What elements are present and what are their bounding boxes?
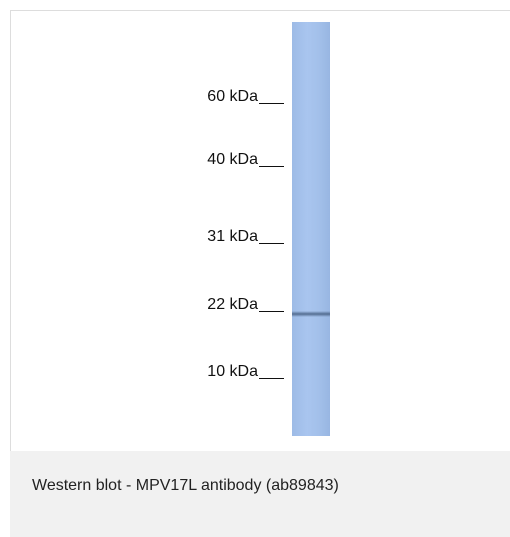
marker-tick (259, 311, 284, 312)
marker-label: 10 kDa (207, 363, 258, 381)
caption: Western blot - MPV17L antibody (ab89843) (32, 477, 339, 495)
marker-tick (259, 103, 284, 104)
marker-tick (259, 243, 284, 244)
blot-band (292, 311, 330, 317)
image-frame (10, 10, 510, 451)
blot-lane (292, 22, 330, 436)
marker-label: 60 kDa (207, 88, 258, 106)
marker-label: 22 kDa (207, 296, 258, 314)
caption-box: Western blot - MPV17L antibody (ab89843) (10, 451, 510, 537)
marker-label: 31 kDa (207, 228, 258, 246)
marker-tick (259, 378, 284, 379)
page: 60 kDa 40 kDa 31 kDa 22 kDa 10 kDa Weste… (0, 0, 510, 537)
marker-label: 40 kDa (207, 151, 258, 169)
marker-tick (259, 166, 284, 167)
